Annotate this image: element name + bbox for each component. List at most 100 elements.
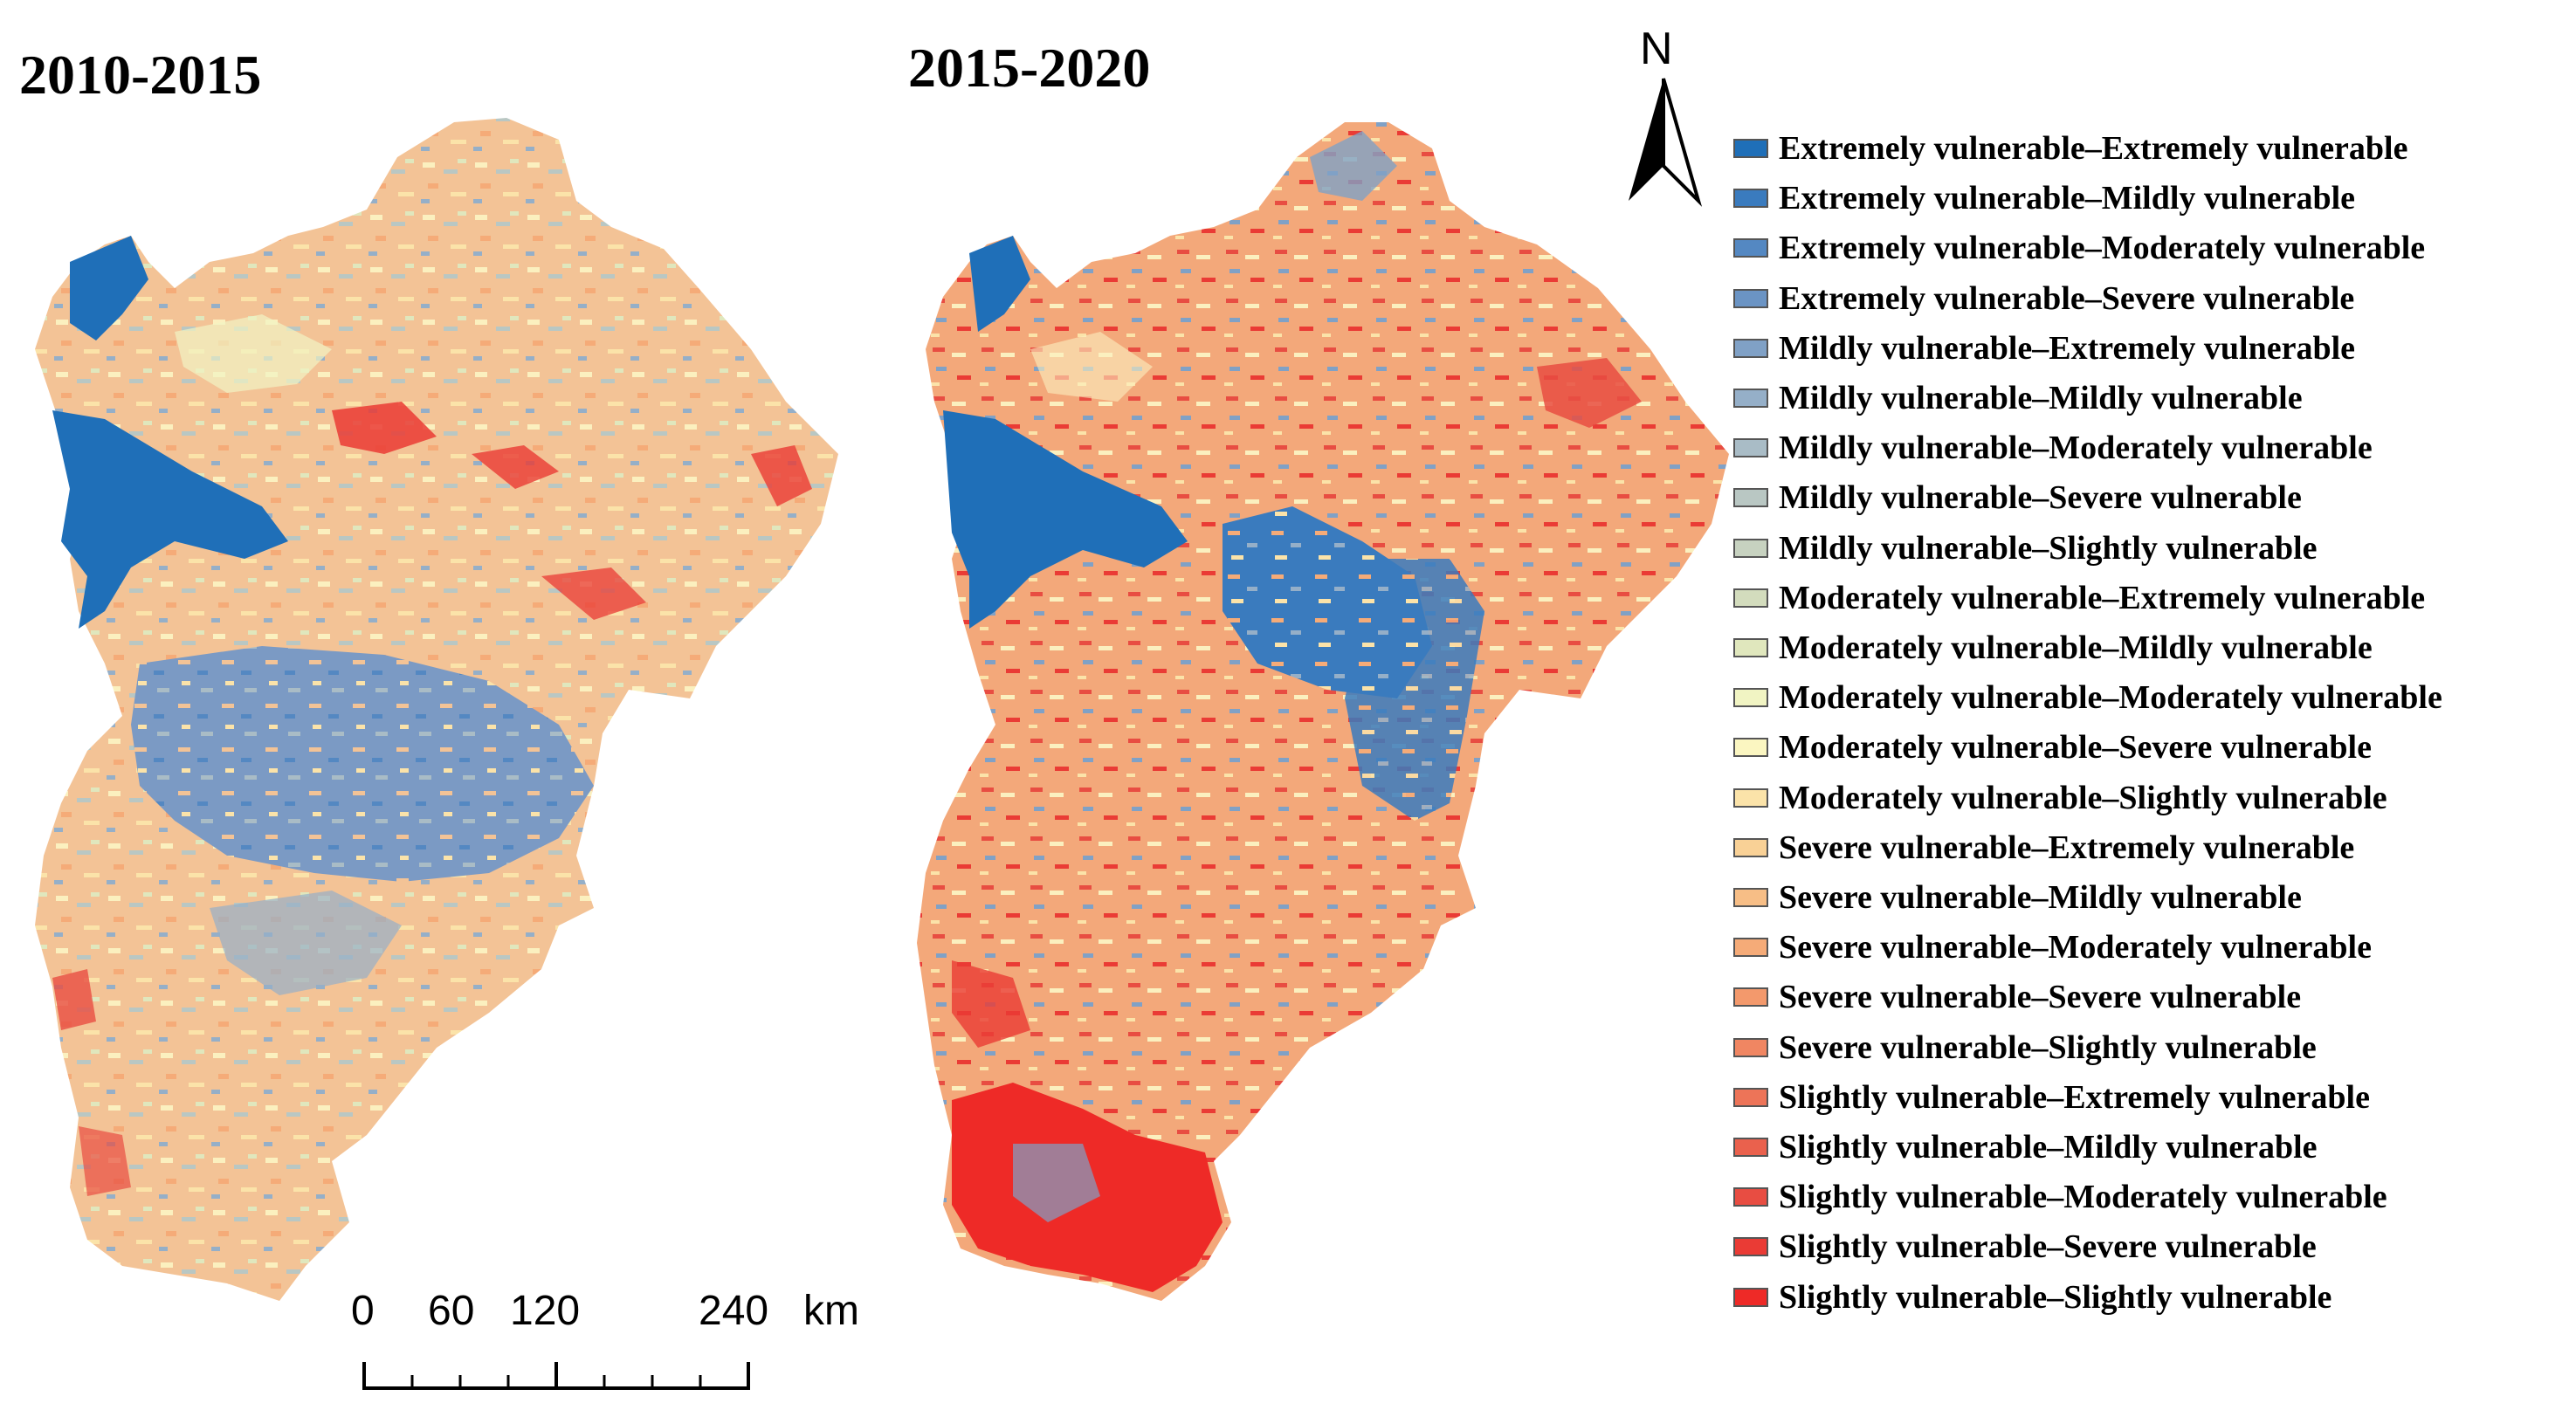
legend-label: Extremely vulnerable–Severe vulnerable — [1779, 279, 2355, 317]
legend-item: Extremely vulnerable–Extremely vulnerabl… — [1733, 124, 2407, 173]
legend-item: Extremely vulnerable–Moderately vulnerab… — [1733, 224, 2425, 272]
scale-tick-0: 0 — [351, 1288, 375, 1334]
legend-label: Severe vulnerable–Extremely vulnerable — [1779, 829, 2355, 866]
zone-red-left-5 — [52, 969, 96, 1030]
legend-label: Severe vulnerable–Severe vulnerable — [1779, 979, 2302, 1016]
legend-item: Extremely vulnerable–Severe vulnerable — [1733, 274, 2354, 323]
zone-red-northeast-right — [1537, 358, 1642, 428]
legend-swatch — [1733, 438, 1768, 458]
legend-item: Moderately vulnerable–Severe vulnerable — [1733, 723, 2372, 772]
legend-swatch — [1733, 238, 1768, 258]
legend-swatch — [1733, 688, 1768, 708]
legend-swatch — [1733, 1138, 1768, 1157]
legend-item: Extremely vulnerable–Mildly vulnerable — [1733, 174, 2355, 223]
legend-label: Extremely vulnerable–Extremely vulnerabl… — [1779, 130, 2408, 167]
zone-blue-north-right — [1310, 131, 1397, 201]
legend-swatch — [1733, 588, 1768, 608]
map-2010-2015 — [35, 118, 838, 1301]
legend-swatch — [1733, 738, 1768, 758]
zone-red-left-6 — [79, 1126, 131, 1196]
legend-swatch — [1733, 938, 1768, 958]
zone-blue-center-left — [131, 646, 594, 882]
region-outline-right — [917, 122, 1729, 1301]
legend-swatch — [1733, 288, 1768, 308]
legend-item: Moderately vulnerable–Mildly vulnerable — [1733, 623, 2373, 672]
legend-item: Mildly vulnerable–Slightly vulnerable — [1733, 524, 2318, 573]
legend-swatch — [1733, 1237, 1768, 1257]
zone-red-mid-right — [952, 960, 1030, 1048]
zone-blue-northwest-left — [70, 236, 148, 340]
zone-pale-right — [1030, 332, 1153, 402]
legend-item: Mildly vulnerable–Mildly vulnerable — [1733, 374, 2303, 423]
north-arrow-icon — [1629, 78, 1703, 207]
legend-item: Severe vulnerable–Severe vulnerable — [1733, 973, 2301, 1021]
legend-label: Moderately vulnerable–Slightly vulnerabl… — [1779, 779, 2387, 816]
legend-item: Slightly vulnerable–Slightly vulnerable — [1733, 1273, 2331, 1322]
legend-label: Severe vulnerable–Moderately vulnerable — [1779, 929, 2372, 966]
legend-label: Moderately vulnerable–Extremely vulnerab… — [1779, 579, 2426, 616]
legend-item: Mildly vulnerable–Severe vulnerable — [1733, 473, 2302, 522]
scale-bar — [362, 1362, 750, 1390]
legend-swatch — [1733, 837, 1768, 857]
legend-label: Moderately vulnerable–Severe vulnerable — [1779, 729, 2372, 767]
legend-label: Slightly vulnerable–Severe vulnerable — [1779, 1228, 2317, 1266]
legend-item: Mildly vulnerable–Moderately vulnerable — [1733, 423, 2373, 472]
legend-item: Slightly vulnerable–Severe vulnerable — [1733, 1222, 2317, 1271]
legend-swatch — [1733, 638, 1768, 657]
legend-label: Mildly vulnerable–Severe vulnerable — [1779, 479, 2302, 517]
legend-label: Extremely vulnerable–Moderately vulnerab… — [1779, 230, 2426, 267]
legend-item: Moderately vulnerable–Moderately vulnera… — [1733, 673, 2442, 722]
legend-label: Mildly vulnerable–Slightly vulnerable — [1779, 529, 2318, 567]
legend-item: Severe vulnerable–Moderately vulnerable — [1733, 923, 2372, 972]
legend-label: Slightly vulnerable–Extremely vulnerable — [1779, 1078, 2370, 1116]
legend-swatch — [1733, 1287, 1768, 1307]
legend-swatch — [1733, 987, 1768, 1008]
panel-title-2015-2020: 2015-2020 — [908, 37, 1151, 99]
legend-label: Moderately vulnerable–Mildly vulnerable — [1779, 629, 2373, 666]
legend-item: Severe vulnerable–Extremely vulnerable — [1733, 823, 2354, 872]
zone-red-left-2 — [472, 445, 559, 489]
zone-red-left-1 — [332, 402, 437, 454]
scale-tick-240: 240 — [699, 1288, 769, 1334]
legend-label: Extremely vulnerable–Mildly vulnerable — [1779, 180, 2356, 217]
legend-swatch — [1733, 788, 1768, 808]
legend-label: Slightly vulnerable–Moderately vulnerabl… — [1779, 1179, 2387, 1216]
map-2015-2020 — [917, 122, 1729, 1301]
zone-pale-left — [175, 314, 332, 393]
legend-swatch — [1733, 338, 1768, 358]
zone-red-left-4 — [541, 567, 646, 620]
legend-swatch — [1733, 888, 1768, 907]
legend-swatch — [1733, 389, 1768, 408]
legend-label: Mildly vulnerable–Moderately vulnerable — [1779, 430, 2373, 467]
panel-title-2010-2015: 2010-2015 — [19, 44, 262, 106]
legend-item: Slightly vulnerable–Extremely vulnerable — [1733, 1073, 2370, 1122]
zone-blue-northwest-right — [969, 236, 1030, 332]
legend-swatch — [1733, 1037, 1768, 1057]
legend-label: Slightly vulnerable–Slightly vulnerable — [1779, 1278, 2332, 1316]
legend-item: Mildly vulnerable–Extremely vulnerable — [1733, 324, 2355, 373]
zone-blue-south-left — [210, 891, 402, 995]
scale-unit: km — [803, 1288, 859, 1334]
legend-swatch — [1733, 538, 1768, 558]
scale-tick-120: 120 — [510, 1288, 581, 1334]
legend-label: Mildly vulnerable–Mildly vulnerable — [1779, 380, 2303, 416]
zone-blue-east-right — [1345, 559, 1484, 821]
legend-label: Moderately vulnerable–Moderately vulnera… — [1779, 679, 2442, 717]
zone-red-left-3 — [751, 445, 812, 506]
legend-item: Moderately vulnerable–Slightly vulnerabl… — [1733, 774, 2387, 822]
legend-swatch — [1733, 1187, 1768, 1207]
scale-tick-60: 60 — [428, 1288, 475, 1334]
legend-label: Severe vulnerable–Mildly vulnerable — [1779, 879, 2302, 916]
north-label: N — [1640, 24, 1673, 74]
legend-label: Mildly vulnerable–Extremely vulnerable — [1779, 329, 2356, 367]
legend-item: Slightly vulnerable–Mildly vulnerable — [1733, 1123, 2318, 1172]
legend-swatch — [1733, 1087, 1768, 1107]
legend-label: Severe vulnerable–Slightly vulnerable — [1779, 1028, 2317, 1066]
zone-mixed-south-right — [1013, 1144, 1100, 1222]
legend-swatch — [1733, 139, 1768, 158]
zone-blue-west-left — [52, 410, 288, 629]
legend-swatch — [1733, 189, 1768, 209]
legend-label: Slightly vulnerable–Mildly vulnerable — [1779, 1129, 2318, 1166]
legend-item: Slightly vulnerable–Moderately vulnerabl… — [1733, 1173, 2387, 1221]
